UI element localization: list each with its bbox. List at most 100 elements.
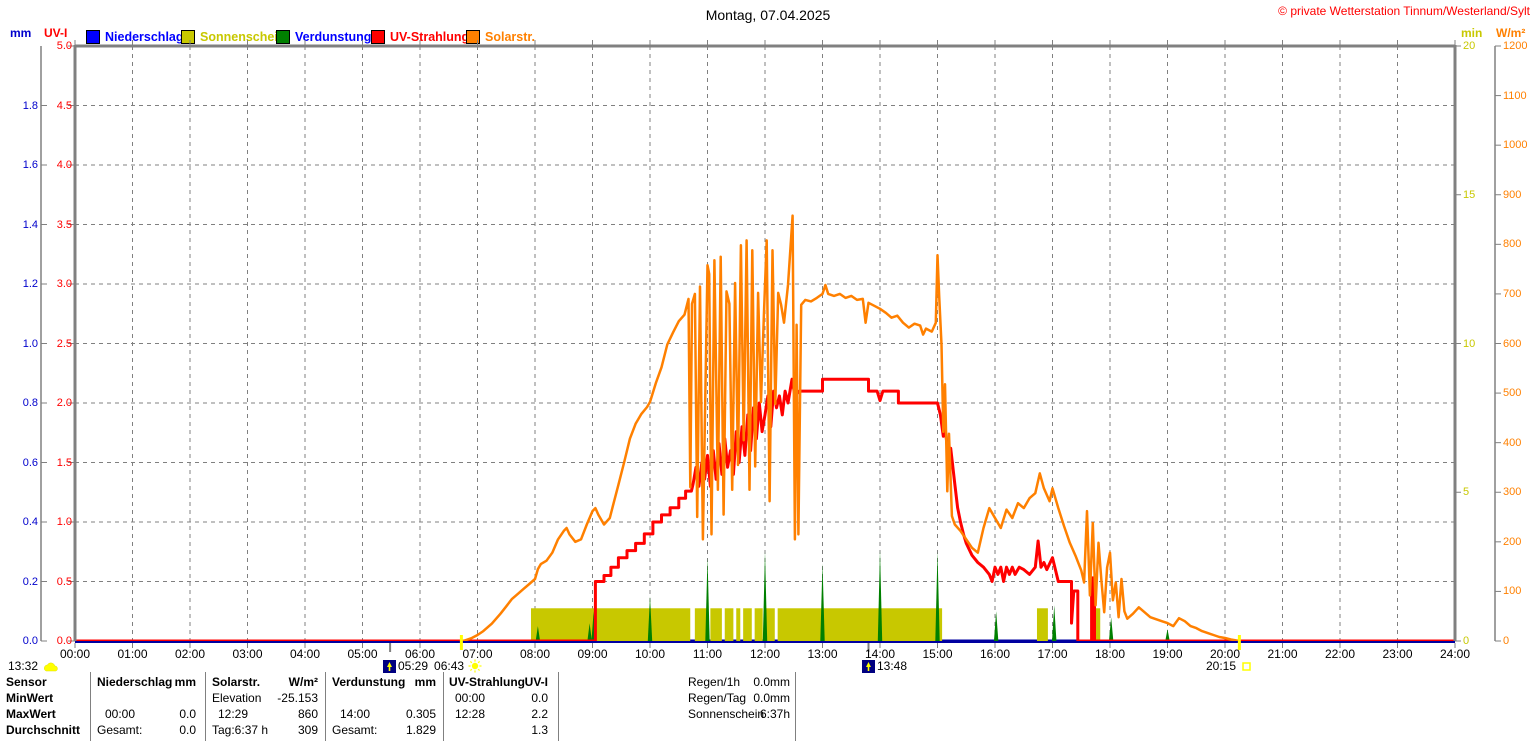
- uvi-tick-label: 2.0: [56, 397, 72, 409]
- uvi-tick-label: 4.5: [56, 99, 72, 112]
- x-tick-label: 02:00: [174, 647, 206, 661]
- x-tick-label: 23:00: [1382, 647, 1413, 661]
- legend-item-uv-strahlung: UV-Strahlung: [371, 30, 469, 44]
- legend-swatch: [181, 30, 195, 44]
- legend-label: Sonnenschein: [200, 30, 286, 44]
- day-length-value: 13:32: [8, 659, 39, 673]
- x-tick-label: 16:00: [979, 647, 1011, 661]
- sunset-time: 20:15: [1206, 659, 1237, 673]
- sun-cloud-icon: [43, 661, 59, 672]
- series-Sonnenschein: [777, 608, 943, 641]
- table-cell: 1.3: [531, 723, 548, 737]
- col-unit: mm: [414, 675, 436, 689]
- x-tick-label: 10:00: [634, 647, 666, 661]
- series-Verdunstung: [647, 596, 653, 641]
- table-cell: 14:00: [340, 707, 371, 721]
- series-Verdunstung: [705, 557, 710, 641]
- table-divider: [795, 672, 796, 741]
- wm2-tick-label: 100: [1503, 585, 1522, 598]
- series-Sonnenschein: [754, 608, 763, 641]
- series-Solarstr.: [462, 214, 1240, 643]
- table-cell: Gesamt:: [97, 723, 143, 737]
- series-Verdunstung: [1165, 629, 1170, 641]
- x-tick-label: 06:00: [404, 647, 436, 661]
- series-Sonnenschein: [724, 608, 734, 641]
- x-tick-label: 00:00: [59, 647, 91, 661]
- series-Verdunstung: [993, 611, 999, 641]
- wm2-tick-label: 800: [1503, 238, 1522, 251]
- copyright-text: © private Wetterstation Tinnum/Westerlan…: [1278, 4, 1530, 18]
- table-cell: Gesamt:: [332, 723, 378, 737]
- table-row-label: MaxWert: [6, 707, 56, 721]
- series-Verdunstung: [1052, 605, 1057, 641]
- summary-value: 6:37h: [759, 707, 790, 721]
- x-tick-label: 01:00: [117, 647, 148, 661]
- series-Verdunstung: [935, 551, 940, 641]
- table-row-label: Durchschnitt: [6, 723, 81, 737]
- series-Verdunstung: [535, 626, 541, 641]
- table-divider: [205, 672, 206, 741]
- table-cell: 00:00: [455, 691, 486, 705]
- legend-swatch: [86, 30, 100, 44]
- mm-tick-label: 0.4: [22, 516, 38, 528]
- table-divider: [325, 672, 326, 741]
- chart-legend: Niederschlag Sonnenschein Verdunstung UV-St…: [0, 30, 1536, 44]
- series-Verdunstung: [587, 623, 592, 641]
- min-tick-label: 10: [1463, 337, 1476, 350]
- table-cell: 0.305: [405, 707, 436, 721]
- sunrise-sun-icon: [468, 659, 482, 673]
- col-header-niederschlag: Niederschlag: [97, 675, 173, 689]
- twilight-icon: [383, 659, 396, 673]
- summary-value: 0.0mm: [753, 675, 790, 689]
- mm-tick-label: 0.8: [22, 397, 38, 409]
- legend-label: Niederschlag: [105, 30, 184, 44]
- min-tick-label: 20: [1463, 40, 1476, 52]
- x-tick-label: 20:00: [1209, 647, 1241, 661]
- series-Sonnenschein: [743, 608, 752, 641]
- min-tick-label: 15: [1463, 188, 1476, 201]
- x-tick-label: 12:00: [749, 647, 781, 661]
- mm-tick-label: 0.6: [22, 456, 38, 469]
- uvi-tick-label: 4.0: [56, 159, 72, 171]
- series-Verdunstung: [1108, 617, 1114, 641]
- table-cell: Elevation: [212, 691, 262, 705]
- uvi-tick-label: 1.0: [56, 516, 72, 528]
- summary-label: Regen/Tag: [688, 691, 747, 705]
- series-Sonnenschein: [694, 608, 708, 641]
- legend-item-sonnenschein: Sonnenschein: [181, 30, 285, 44]
- col-header-verdunstung: Verdunstung: [332, 675, 406, 689]
- x-tick-label: 03:00: [232, 647, 263, 661]
- wm2-tick-label: 400: [1503, 436, 1522, 449]
- uvi-tick-label: 5.0: [56, 40, 72, 52]
- sunset-marker: 20:15: [1206, 659, 1251, 673]
- col-header-uv: UV-Strahlung: [449, 675, 526, 689]
- table-cell: 860: [297, 707, 318, 721]
- series-UV-Strahlung: [75, 377, 1455, 643]
- mm-tick-label: 1.4: [22, 218, 38, 231]
- legend-item-verdunstung: Verdunstung: [276, 30, 371, 44]
- table-cell: Tag:6:37 h: [212, 723, 269, 737]
- table-cell: 2.2: [531, 707, 548, 721]
- legend-item-niederschlag: Niederschlag: [86, 30, 184, 44]
- wm2-tick-label: 600: [1503, 337, 1522, 350]
- x-tick-label: 24:00: [1439, 647, 1471, 661]
- mm-tick-label: 0.2: [22, 575, 38, 588]
- series-Sonnenschein: [1036, 608, 1048, 641]
- wm2-tick-label: 500: [1503, 387, 1522, 400]
- uvi-tick-label: 0.5: [56, 575, 72, 588]
- uvi-tick-label: 0.0: [56, 635, 72, 647]
- mm-axis-header: mm: [10, 26, 32, 40]
- legend-swatch: [276, 30, 290, 44]
- wm2-tick-label: 1000: [1503, 139, 1528, 152]
- x-tick-label: 21:00: [1267, 647, 1298, 661]
- twilight-icon: [862, 659, 875, 673]
- legend-label: Solarstr.: [485, 30, 536, 44]
- legend-swatch: [371, 30, 385, 44]
- sunset-sun-icon: [1242, 661, 1251, 671]
- wm2-tick-label: 200: [1503, 535, 1522, 548]
- wm2-tick-label: 900: [1503, 188, 1522, 201]
- sunrise-time: 06:43: [434, 659, 465, 673]
- legend-label: UV-Strahlung: [390, 30, 470, 44]
